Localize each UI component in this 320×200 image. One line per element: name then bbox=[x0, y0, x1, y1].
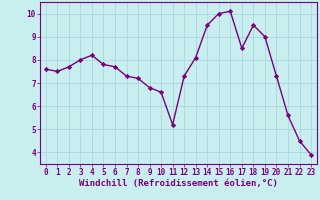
X-axis label: Windchill (Refroidissement éolien,°C): Windchill (Refroidissement éolien,°C) bbox=[79, 179, 278, 188]
